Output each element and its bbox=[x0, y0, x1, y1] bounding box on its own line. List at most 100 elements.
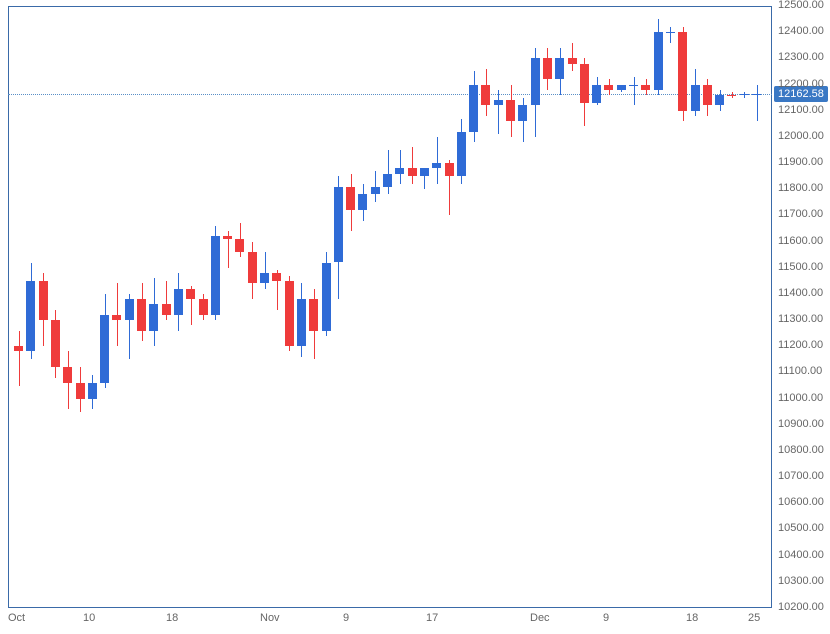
x-tick-label: Oct bbox=[8, 612, 25, 624]
candlestick-body bbox=[100, 315, 109, 383]
x-tick-label: 10 bbox=[83, 612, 95, 624]
y-tick-label: 12100.00 bbox=[778, 104, 824, 116]
candlestick-body bbox=[727, 95, 736, 96]
x-tick-label: Dec bbox=[530, 612, 550, 624]
y-tick-label: 11700.00 bbox=[778, 208, 823, 220]
candlestick-body bbox=[641, 85, 650, 90]
candlestick-body bbox=[39, 281, 48, 320]
candlestick-wick bbox=[634, 77, 635, 106]
y-tick-label: 12400.00 bbox=[778, 25, 824, 37]
candlestick-body bbox=[691, 85, 700, 111]
candlestick-body bbox=[617, 85, 626, 90]
candlestick-wick bbox=[412, 147, 413, 184]
candlestick-body bbox=[162, 304, 171, 314]
candlestick-body bbox=[555, 58, 564, 79]
candlestick-body bbox=[334, 187, 343, 263]
candlestick-wick bbox=[498, 90, 499, 134]
y-tick-label: 10900.00 bbox=[778, 418, 824, 430]
candlestick-body bbox=[420, 168, 429, 176]
candlestick-body bbox=[260, 273, 269, 283]
candlestick-body bbox=[125, 299, 134, 320]
candlestick-body bbox=[531, 58, 540, 105]
candlestick-body bbox=[432, 163, 441, 168]
y-tick-label: 12300.00 bbox=[778, 51, 824, 63]
y-tick-label: 11100.00 bbox=[778, 365, 822, 377]
y-tick-label: 12200.00 bbox=[778, 78, 824, 90]
x-tick-label: 17 bbox=[426, 612, 438, 624]
candlestick-body bbox=[309, 299, 318, 330]
candlestick-body bbox=[199, 299, 208, 315]
candlestick-body bbox=[703, 85, 712, 106]
candlestick-body bbox=[445, 163, 454, 176]
candlestick-body bbox=[494, 100, 503, 105]
candlestick-body bbox=[408, 168, 417, 176]
candlestick-body bbox=[63, 367, 72, 383]
candlestick-wick bbox=[757, 85, 758, 122]
candlestick-body bbox=[715, 95, 724, 105]
candlestick-body bbox=[752, 94, 761, 95]
candlestick-body bbox=[272, 273, 281, 281]
y-tick-label: 11300.00 bbox=[778, 313, 823, 325]
candlestick-wick bbox=[572, 43, 573, 72]
y-tick-label: 11400.00 bbox=[778, 287, 823, 299]
y-tick-label: 12000.00 bbox=[778, 130, 824, 142]
x-tick-label: 18 bbox=[166, 612, 178, 624]
x-tick-label: Nov bbox=[260, 612, 280, 624]
y-tick-label: 10600.00 bbox=[778, 496, 824, 508]
y-tick-label: 10500.00 bbox=[778, 522, 824, 534]
y-tick-label: 11900.00 bbox=[778, 156, 823, 168]
y-tick-label: 11600.00 bbox=[778, 235, 823, 247]
candlestick-body bbox=[285, 281, 294, 346]
candlestick-body bbox=[14, 346, 23, 351]
candlestick-wick bbox=[437, 137, 438, 184]
y-tick-label: 10300.00 bbox=[778, 575, 824, 587]
candlestick-body bbox=[395, 168, 404, 173]
x-tick-label: 18 bbox=[686, 612, 698, 624]
candlestick-body bbox=[137, 299, 146, 330]
y-tick-label: 10200.00 bbox=[778, 601, 824, 613]
candlestick-body bbox=[666, 32, 675, 33]
candlestick-body bbox=[76, 383, 85, 399]
candlestick-wick bbox=[400, 150, 401, 184]
y-tick-label: 11500.00 bbox=[778, 261, 823, 273]
y-tick-label: 10800.00 bbox=[778, 444, 824, 456]
candlestick-body bbox=[469, 85, 478, 132]
candlestick-body bbox=[457, 132, 466, 176]
candlestick-body bbox=[112, 315, 121, 320]
candlestick-body bbox=[481, 85, 490, 106]
candlestick-body bbox=[51, 320, 60, 367]
candlestick-body bbox=[26, 281, 35, 352]
candlestick-body bbox=[629, 85, 638, 86]
y-tick-label: 10400.00 bbox=[778, 549, 824, 561]
candlestick-body bbox=[592, 85, 601, 103]
candlestick-wick bbox=[19, 331, 20, 386]
candlestick-body bbox=[248, 252, 257, 283]
candlestick-body bbox=[506, 100, 515, 121]
chart-plot-area[interactable] bbox=[8, 6, 772, 608]
candlestick-body bbox=[740, 94, 749, 95]
y-tick-label: 12500.00 bbox=[778, 0, 824, 11]
x-tick-label: 9 bbox=[343, 612, 349, 624]
candlestick-body bbox=[346, 187, 355, 211]
candlestick-body bbox=[543, 58, 552, 79]
candlestick-wick bbox=[670, 27, 671, 43]
candlestick-body bbox=[383, 174, 392, 187]
candlestick-body bbox=[322, 263, 331, 331]
candlestick-body bbox=[654, 32, 663, 90]
x-tick-label: 25 bbox=[748, 612, 760, 624]
candlestick-body bbox=[604, 85, 613, 90]
candlestick-body bbox=[211, 236, 220, 315]
candlestick-body bbox=[174, 289, 183, 315]
y-tick-label: 11800.00 bbox=[778, 182, 823, 194]
candlestick-body bbox=[371, 187, 380, 195]
candlestick-body bbox=[186, 289, 195, 299]
candlestick-body bbox=[568, 58, 577, 63]
y-tick-label: 11200.00 bbox=[778, 339, 823, 351]
candlestick-body bbox=[223, 236, 232, 239]
candlestick-body bbox=[678, 32, 687, 111]
candlestick-body bbox=[358, 194, 367, 210]
candlestick-body bbox=[88, 383, 97, 399]
candlestick-body bbox=[149, 304, 158, 330]
candlestick-body bbox=[518, 105, 527, 121]
y-tick-label: 10700.00 bbox=[778, 470, 824, 482]
